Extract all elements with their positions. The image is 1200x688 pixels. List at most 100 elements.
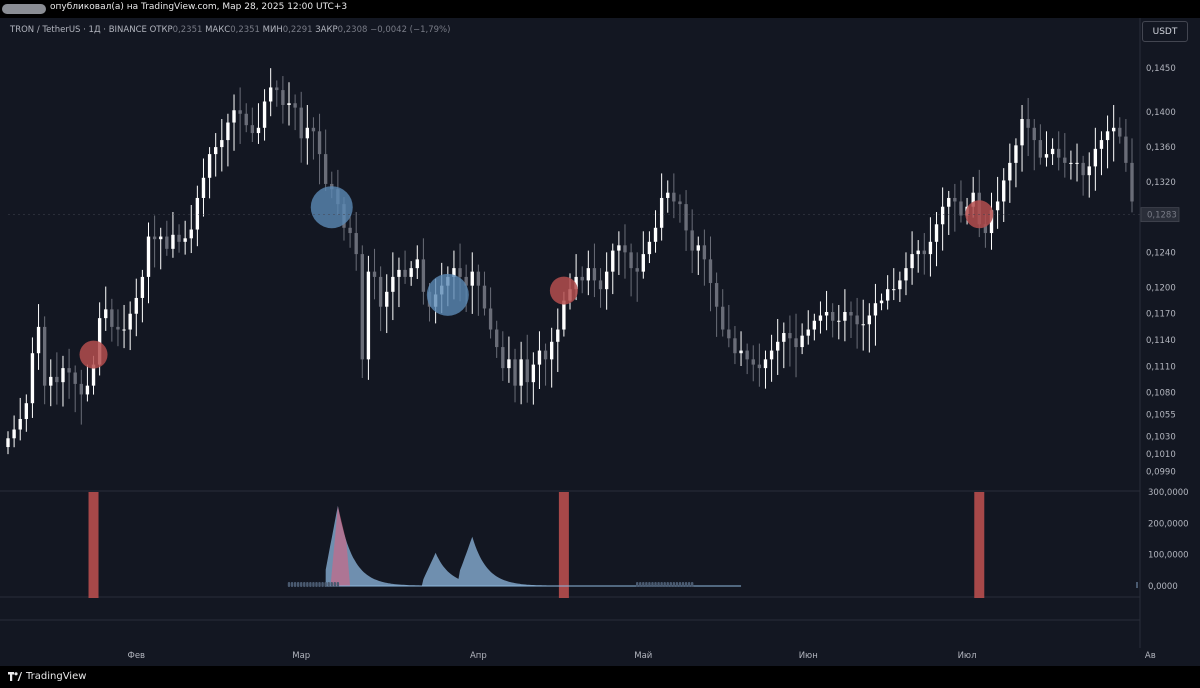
candle-body[interactable] — [574, 276, 578, 290]
candle-body[interactable] — [201, 177, 206, 198]
candle-body[interactable] — [666, 192, 670, 198]
candle-body[interactable] — [934, 224, 939, 242]
candle-body[interactable] — [366, 271, 371, 360]
candle-body[interactable] — [317, 131, 322, 155]
candle-body[interactable] — [604, 271, 609, 290]
candle-body[interactable] — [892, 289, 896, 291]
candle-body[interactable] — [653, 227, 658, 242]
candle-body[interactable] — [928, 241, 933, 255]
candle-body[interactable] — [159, 236, 163, 240]
candle-body[interactable] — [256, 127, 261, 134]
candle-body[interactable] — [843, 311, 847, 321]
candle-body[interactable] — [421, 259, 426, 292]
candle-body[interactable] — [1118, 127, 1122, 137]
candle-body[interactable] — [268, 87, 273, 102]
candle-body[interactable] — [244, 113, 248, 126]
candle-body[interactable] — [391, 276, 395, 292]
candle-body[interactable] — [91, 364, 96, 386]
candle-body[interactable] — [763, 359, 768, 369]
oscillator-signal-bar[interactable] — [88, 492, 99, 598]
candle-body[interactable] — [79, 383, 83, 395]
candle-body[interactable] — [1002, 180, 1006, 202]
candle-body[interactable] — [152, 236, 157, 240]
currency-button[interactable]: USDT — [1142, 21, 1188, 42]
candle-body[interactable] — [226, 122, 230, 141]
tradingview-brand[interactable]: TradingView — [8, 671, 86, 682]
candle-body[interactable] — [409, 268, 413, 277]
candle-body[interactable] — [684, 204, 688, 231]
candle-body[interactable] — [702, 245, 707, 260]
candle-body[interactable] — [751, 359, 755, 365]
candle-body[interactable] — [299, 107, 303, 139]
candle-body[interactable] — [696, 245, 700, 251]
candle-body[interactable] — [311, 127, 316, 132]
candle-body[interactable] — [1014, 145, 1018, 163]
candle-body[interactable] — [507, 359, 511, 369]
candle-body[interactable] — [898, 280, 902, 290]
candle-body[interactable] — [73, 372, 77, 384]
candle-body[interactable] — [360, 254, 364, 360]
candle-body[interactable] — [721, 306, 725, 330]
chart-area[interactable]: 0,1283 0,1450 0,1400 0,1360 0,1320 0,1240 0,12… — [0, 18, 1200, 666]
candle-body[interactable] — [940, 206, 945, 225]
candle-body[interactable] — [629, 252, 633, 269]
candle-body[interactable] — [452, 268, 456, 277]
candle-body[interactable] — [6, 438, 10, 448]
candle-body[interactable] — [476, 271, 481, 286]
candle-body[interactable] — [49, 376, 53, 386]
candle-body[interactable] — [1026, 119, 1030, 128]
candle-body[interactable] — [989, 210, 994, 234]
candle-body[interactable] — [537, 350, 542, 365]
candle-body[interactable] — [953, 197, 957, 202]
candle-body[interactable] — [1044, 154, 1049, 158]
candle-body[interactable] — [110, 309, 114, 327]
candle-body[interactable] — [757, 364, 762, 369]
oscillator-signal-bar[interactable] — [974, 492, 985, 598]
candle-body[interactable] — [97, 318, 102, 365]
candle-body[interactable] — [519, 359, 523, 386]
bottom-signal-marker[interactable] — [426, 273, 469, 316]
candle-body[interactable] — [1032, 127, 1036, 141]
bottom-signal-marker[interactable] — [310, 186, 353, 229]
candle-body[interactable] — [995, 201, 1000, 211]
candle-body[interactable] — [104, 309, 108, 319]
candle-body[interactable] — [543, 350, 548, 360]
candle-body[interactable] — [1069, 162, 1073, 164]
candle-body[interactable] — [678, 201, 682, 205]
candle-body[interactable] — [947, 197, 951, 207]
candle-body[interactable] — [262, 101, 267, 128]
candle-body[interactable] — [128, 313, 132, 330]
oscillator-signal-bar[interactable] — [558, 492, 569, 598]
candle-body[interactable] — [635, 268, 639, 272]
candle-body[interactable] — [281, 90, 285, 105]
candle-body[interactable] — [488, 308, 493, 330]
candle-body[interactable] — [207, 154, 212, 178]
candle-body[interactable] — [12, 429, 16, 439]
candle-body[interactable] — [189, 229, 193, 239]
candle-body[interactable] — [971, 192, 975, 207]
candle-body[interactable] — [1093, 148, 1098, 167]
candle-body[interactable] — [1038, 140, 1043, 158]
candle-body[interactable] — [220, 140, 224, 148]
candle-body[interactable] — [171, 234, 175, 249]
top-signal-marker[interactable] — [79, 340, 108, 369]
candle-body[interactable] — [293, 103, 297, 108]
candle-body[interactable] — [501, 347, 505, 369]
candle-body[interactable] — [556, 329, 560, 342]
candle-body[interactable] — [85, 385, 90, 395]
candle-body[interactable] — [348, 227, 352, 234]
chart-svg[interactable]: 0,1283 0,1450 0,1400 0,1360 0,1320 0,1240 0,12… — [0, 18, 1200, 666]
candle-body[interactable] — [165, 236, 169, 249]
candle-body[interactable] — [415, 259, 419, 269]
candle-body[interactable] — [1099, 140, 1104, 149]
candle-body[interactable] — [983, 224, 988, 234]
candle-body[interactable] — [305, 127, 310, 139]
candle-body[interactable] — [861, 324, 865, 326]
candle-body[interactable] — [36, 326, 41, 354]
candle-body[interactable] — [586, 268, 591, 281]
candle-body[interactable] — [714, 283, 719, 307]
candle-body[interactable] — [482, 285, 487, 309]
candle-body[interactable] — [617, 245, 621, 251]
candle-body[interactable] — [183, 238, 187, 242]
candle-body[interactable] — [525, 359, 529, 383]
